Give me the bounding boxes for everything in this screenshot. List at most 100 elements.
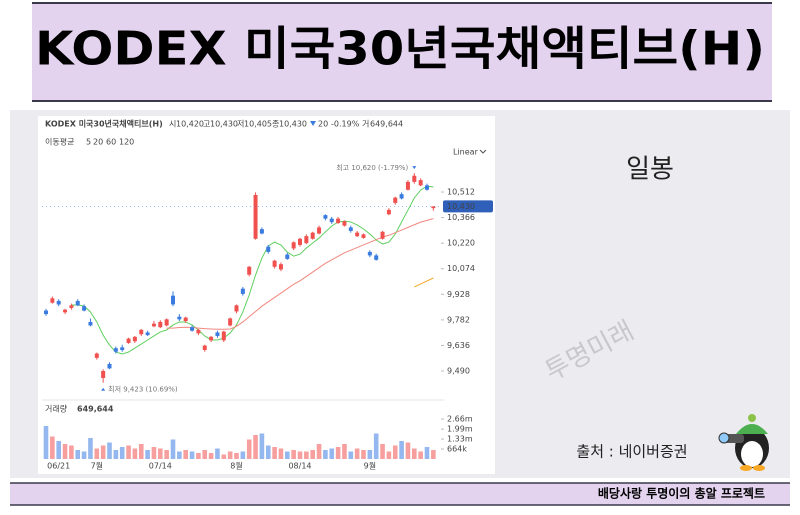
x-tick-label: 08/14 [288,462,311,471]
y-tick-label: 9,636 [447,341,470,350]
candle-body [234,305,239,312]
y-tick-label: 9,928 [447,290,470,299]
legend-entry: 120 [119,138,134,147]
volume-bar [100,445,106,459]
high-label: 최고 10,620 (-1.79%) [336,163,408,172]
candle-body [50,298,55,303]
candle-body [240,288,245,294]
candle-body [380,231,385,239]
title-banner [32,3,772,101]
last-price-tag [443,200,493,213]
y-tick-label: 10,366 [447,213,475,222]
candle-body [164,319,169,326]
candle-body [145,332,150,336]
volume-bar [285,451,290,459]
volume-bar [164,450,169,459]
y-tick-label: 10,074 [447,264,475,273]
candle-body [56,300,61,305]
candle-body [82,306,87,311]
candle-body [298,238,302,245]
volume-value: 649,644 [370,120,403,129]
volume-tick-label: 1.99m [447,425,473,434]
volume-bar [335,447,341,459]
volume-bar [189,451,195,459]
candle-body [63,309,68,313]
volume-bar [367,450,373,459]
candle-body [425,185,429,190]
y-tick-label: 9,782 [447,315,470,324]
candle-body [355,232,360,237]
candle-body [336,218,341,224]
candle-body [120,347,125,350]
volume-bar [424,447,430,459]
candle-body [253,195,258,239]
candle-body [101,370,106,378]
volume-bar [291,450,296,459]
scale-label: Linear [453,148,479,157]
candle-body [190,327,195,331]
chart-title: KODEX 미국30년국채액티브(H) [45,119,163,129]
chart-panel [38,116,495,474]
volume-bar [361,450,366,459]
volume-bar [373,433,379,459]
volume-bar [126,445,131,459]
x-tick-label: 07/14 [149,462,172,471]
candle-body [348,227,353,231]
volume-bar [240,451,246,459]
volume-bar [177,451,182,459]
candle-body [126,338,131,343]
candle-body [266,246,271,252]
banner-title: KODEX 미국30년국채액티브(H) [35,22,765,76]
volume-bar [246,439,252,459]
change: 20 [318,120,328,129]
volume-bar [354,448,360,459]
quote-key: 저 [237,120,244,129]
source: 출처 : 네이버증권 [576,443,687,461]
high-arrow [412,166,417,170]
volume-bar [43,426,49,459]
volume-total: 649,644 [77,405,114,414]
volume-bar [405,442,411,459]
volume-bar [259,433,265,459]
candle-body [431,206,436,209]
volume-bar [50,436,55,459]
footer-text: 배당사랑 투명이의 총알 프로젝트 [598,486,765,501]
candle-body [107,363,112,369]
candle-body [44,310,48,315]
ma-line [71,185,434,355]
candle-body [158,321,163,328]
quote-value: 10,420 [176,120,204,129]
volume-bar [196,453,201,459]
candle-body [221,331,226,341]
dropdown-caret[interactable] [479,149,487,154]
volume-bar [138,444,144,459]
volume-bar [392,445,398,459]
volume-bar [234,453,239,459]
volume-bar [278,448,284,459]
volume-bar [145,450,150,459]
candle-body [183,317,188,322]
volume-bar [170,439,176,459]
volume-bar [431,450,436,459]
volume-bar [119,447,125,459]
candle-body [317,227,322,234]
candle-body [151,323,156,327]
x-tick-label: 9월 [364,461,376,471]
candle-body [88,321,93,326]
volume-tick-label: 1.33m [447,435,473,444]
candle-body [202,345,207,350]
candle-body [285,254,290,259]
volume-bar [310,450,315,459]
candle-body [132,336,137,342]
quote-value: 10,405 [244,120,272,129]
low-label: 최저 9,423 (10.69%) [108,385,178,394]
candle-body [310,232,315,239]
candle-body [393,197,398,203]
volume-bar [75,450,81,459]
change-pct: -0.19% [331,120,360,129]
volume-bar [329,448,335,459]
side-label: 일봉 [626,155,674,185]
candle-body [94,353,99,358]
candle-body [209,336,214,341]
